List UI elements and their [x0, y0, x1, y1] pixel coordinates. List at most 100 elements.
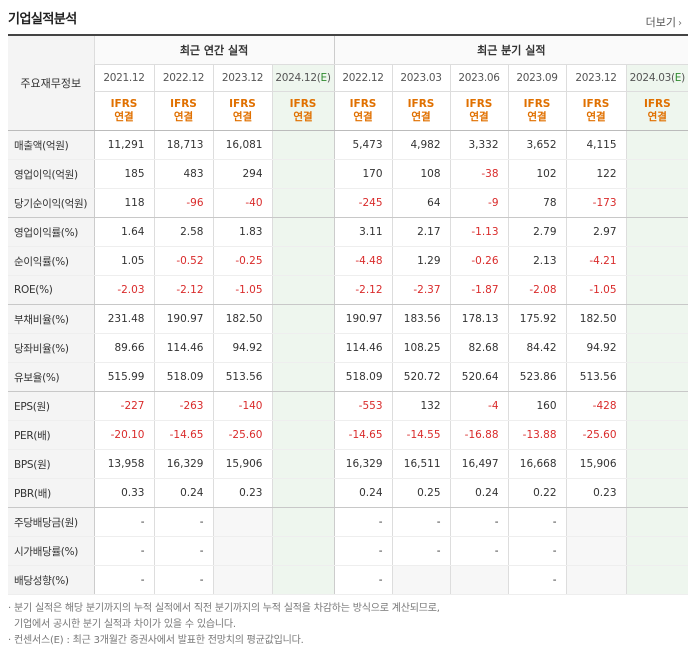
table-cell: [271, 246, 335, 276]
table-cell: -38: [449, 159, 509, 189]
row-label: 매출액(억원): [8, 130, 94, 160]
table-cell: 231.48: [93, 304, 154, 334]
table-cell: 0.25: [391, 478, 451, 508]
ifrs-line1: IFRS: [110, 98, 138, 110]
table-cell: 178.13: [449, 304, 509, 334]
table-cell: [565, 536, 627, 566]
table-cell: 16,511: [391, 449, 451, 479]
table-cell: -227: [93, 391, 154, 421]
table-cell: -2.12: [153, 275, 213, 305]
table-header: 주요재무정보 최근 연간 실적 최근 분기 실적 2021.12 2022.12 2023…: [8, 34, 689, 131]
ifrs-label: IFRS 연결: [271, 91, 335, 131]
table-row: 유보율(%) 515.99 518.09 513.56 518.09 520.72 520.…: [8, 362, 689, 392]
header-group-row: 주요재무정보 최근 연간 실적 최근 분기 실적: [8, 34, 689, 131]
table-cell: -: [391, 536, 451, 566]
period-header: 2023.03: [391, 64, 451, 92]
table-cell: 16,329: [333, 449, 393, 479]
table-cell: 82.68: [449, 333, 509, 363]
table-cell: -40: [212, 188, 272, 218]
table-cell: [625, 478, 689, 508]
table-cell: -140: [212, 391, 272, 421]
table-cell: 1.83: [212, 217, 272, 247]
table-cell: 94.92: [565, 333, 627, 363]
table-cell: [625, 246, 689, 276]
table-cell: -0.26: [449, 246, 509, 276]
table-cell: [271, 536, 335, 566]
table-cell: -173: [565, 188, 627, 218]
quarter-group-header: 최근 분기 실적: [333, 34, 689, 65]
ifrs-line1: IFRS: [643, 98, 671, 110]
table-cell: 114.46: [153, 333, 213, 363]
table-cell: -2.03: [93, 275, 154, 305]
table-body: 매출액(억원) 11,291 18,713 16,081 5,473 4,982 3,332…: [8, 130, 689, 595]
table-cell: -2.08: [507, 275, 567, 305]
ifrs-line2: 연결: [114, 111, 134, 123]
table-cell: 108.25: [391, 333, 451, 363]
table-row: EPS(원) -227 -263 -140 -553 132 -4 160 -428: [8, 391, 689, 421]
table-row: PER(배) -20.10 -14.65 -25.60 -14.65 -14.55 -16.…: [8, 420, 689, 450]
table-cell: 64: [391, 188, 451, 218]
ifrs-line1: IFRS: [582, 98, 610, 110]
ifrs-row: IFRS 연결 IFRS 연결 IFRS 연결 IFRS 연결 IFRS 연결 IFRS 연결 IFRS…: [8, 91, 689, 131]
table-cell: 2.58: [153, 217, 213, 247]
section-title: 기업실적분석: [8, 12, 77, 27]
table-cell: [625, 217, 689, 247]
table-cell: 84.42: [507, 333, 567, 363]
row-label: PBR(배): [8, 478, 94, 508]
table-cell: [271, 304, 335, 334]
table-cell: -9: [449, 188, 509, 218]
period-header: 2023.12: [212, 64, 272, 92]
table-cell: 3,332: [449, 130, 509, 160]
footnotes: · 분기 실적은 해당 분기까지의 누적 실적에서 직전 분기까지의 누적 실적…: [8, 601, 440, 649]
annual-group-header: 최근 연간 실적: [93, 34, 335, 65]
table-cell: 0.22: [507, 478, 567, 508]
table-cell: -4.48: [333, 246, 393, 276]
table-cell: -428: [565, 391, 627, 421]
table-cell: 520.64: [449, 362, 509, 392]
table-cell: 182.50: [212, 304, 272, 334]
table-cell: -1.13: [449, 217, 509, 247]
ifrs-line1: IFRS: [170, 98, 197, 110]
row-label: PER(배): [8, 420, 94, 450]
ifrs-line2: 연결: [232, 111, 253, 123]
table-cell: -: [507, 507, 567, 537]
more-link[interactable]: 더보기 ›: [646, 14, 682, 30]
row-label: 영업이익률(%): [8, 217, 94, 247]
table-row: PBR(배) 0.33 0.24 0.23 0.24 0.25 0.24 0.22 0.23: [8, 478, 689, 508]
table-cell: 78: [507, 188, 567, 218]
table-cell: [625, 536, 689, 566]
row-label: 영업이익(억원): [8, 159, 94, 189]
row-label: 시가배당률(%): [8, 536, 94, 566]
table-cell: [625, 362, 689, 392]
table-cell: 513.56: [212, 362, 272, 392]
ifrs-line2: 연결: [586, 111, 606, 123]
table-cell: 13,958: [93, 449, 154, 479]
table-cell: 0.24: [153, 478, 213, 508]
ifrs-line1: IFRS: [289, 98, 317, 110]
row-label: 주당배당금(원): [8, 507, 94, 537]
table-cell: 122: [565, 159, 627, 189]
table-cell: -: [507, 565, 567, 595]
table-cell: 11,291: [93, 130, 154, 160]
row-label: 유보율(%): [8, 362, 94, 392]
table-cell: 0.33: [93, 478, 154, 508]
table-cell: 3,652: [507, 130, 567, 160]
chevron-right-icon: ›: [678, 18, 682, 29]
table-cell: 3.11: [333, 217, 393, 247]
table-cell: -1.05: [565, 275, 627, 305]
table-cell: 16,081: [212, 130, 272, 160]
table-cell: [625, 565, 689, 595]
table-cell: -: [93, 536, 154, 566]
table-cell: 108: [391, 159, 451, 189]
table-cell: 0.23: [565, 478, 627, 508]
table-cell: -263: [153, 391, 213, 421]
table-cell: [271, 217, 335, 247]
ifrs-line2: 연결: [353, 111, 373, 123]
table-cell: -: [93, 507, 154, 537]
table-cell: [271, 391, 335, 421]
table-cell: -25.60: [212, 420, 272, 450]
table-cell: 520.72: [391, 362, 451, 392]
table-cell: 190.97: [333, 304, 393, 334]
table-cell: -14.65: [153, 420, 213, 450]
table-cell: [625, 420, 689, 450]
